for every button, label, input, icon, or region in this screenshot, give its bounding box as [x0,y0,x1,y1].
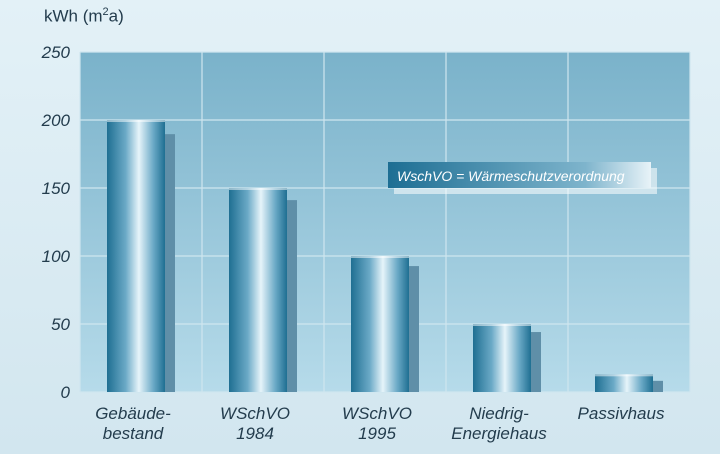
x-tick-label-line: Niedrig- [469,404,529,423]
bar [595,374,653,392]
y-tick-label: 0 [61,383,71,402]
y-axis-label: kWh (m2a) [44,6,124,26]
x-tick-label: Passivhaus [578,404,665,423]
bar [229,188,287,392]
x-tick-label: Gebäude-bestand [95,404,171,443]
y-tick-label: 250 [41,43,71,62]
y-tick-label: 100 [42,247,71,266]
x-tick-label: WSchVO 1995 [342,404,412,443]
x-tick-label-line: WSchVO [220,404,290,423]
y-tick-label: 150 [42,179,71,198]
x-tick-label-line: bestand [103,424,164,443]
x-tick-label-line: WSchVO [342,404,412,423]
x-tick-label-line: Gebäude- [95,404,171,423]
bar-shadow [653,380,663,392]
annotation-box: WschVO = Wärmeschutzverordnung [388,162,657,194]
bar-shadow [165,134,175,392]
bar [473,324,531,392]
x-tick-label-line: 1995 [358,424,396,443]
bar-top-edge [351,256,409,258]
bar-top-edge [229,188,287,190]
bar-shadow [287,200,297,392]
bar-top-edge [107,120,165,122]
y-tick-label: 200 [41,111,71,130]
annotation-text: WschVO = Wärmeschutzverordnung [397,168,625,184]
annotation-background [388,162,651,188]
x-tick-label: Niedrig-Energiehaus [451,404,547,443]
bar [107,120,165,392]
bar-shadow [531,332,541,392]
y-tick-label: 50 [51,315,70,334]
x-tick-label-line: Energiehaus [451,424,547,443]
bar-shadow [409,266,419,392]
x-tick-label-line: Passivhaus [578,404,665,423]
bar-top-edge [595,374,653,377]
x-tick-label: WSchVO 1984 [220,404,290,443]
x-tick-label-line: 1984 [236,424,274,443]
bar-top-edge [473,324,531,326]
bar [351,256,409,392]
